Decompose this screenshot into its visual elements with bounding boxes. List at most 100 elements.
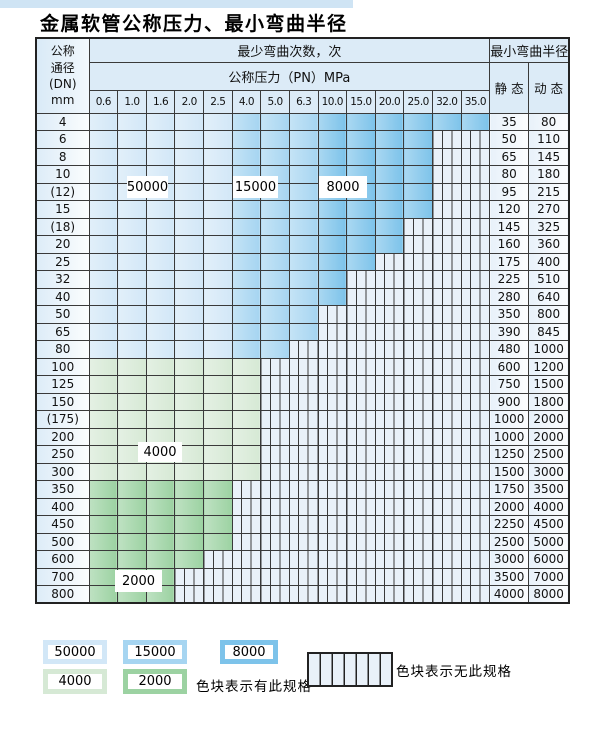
spec-cell xyxy=(260,147,290,166)
spec-cell xyxy=(203,112,233,131)
no-spec-cell xyxy=(460,497,491,516)
table-row: 300 1500 3000 xyxy=(35,462,570,481)
spec-cell xyxy=(145,130,176,149)
table-row: 20 160 360 xyxy=(35,235,570,254)
no-spec-cell xyxy=(260,375,290,394)
no-spec-cell xyxy=(460,427,491,446)
spec-cell xyxy=(174,130,204,149)
spec-cell xyxy=(88,270,119,289)
table-row: 500 2500 5000 xyxy=(35,532,570,551)
spec-cell xyxy=(203,235,233,254)
no-spec-cell xyxy=(432,305,462,324)
dn-value: 350 xyxy=(35,480,90,499)
dynamic-radius-value: 80 xyxy=(527,112,570,131)
spec-cell xyxy=(117,305,147,324)
static-radius-value: 1500 xyxy=(489,462,529,481)
no-spec-cell xyxy=(288,392,319,411)
static-radius-value: 750 xyxy=(489,375,529,394)
no-spec-cell xyxy=(432,270,462,289)
spec-cell xyxy=(145,217,176,236)
no-spec-cell xyxy=(432,550,462,569)
dynamic-radius-value: 800 xyxy=(527,305,570,324)
no-spec-cell xyxy=(403,532,433,551)
spec-cell xyxy=(174,462,204,481)
spec-cell xyxy=(88,410,119,429)
spec-cell xyxy=(203,532,233,551)
table-row: 40 280 640 xyxy=(35,287,570,306)
static-radius-value: 3000 xyxy=(489,550,529,569)
no-spec-cell xyxy=(288,340,319,359)
spec-cell xyxy=(174,112,204,131)
spec-cell xyxy=(403,200,433,219)
no-spec-cell xyxy=(231,532,262,551)
no-spec-cell xyxy=(403,305,433,324)
no-spec-cell xyxy=(403,252,433,271)
dynamic-radius-value: 1500 xyxy=(527,375,570,394)
static-radius-value: 145 xyxy=(489,217,529,236)
spec-cell xyxy=(88,515,119,534)
table-row: 4 35 80 xyxy=(35,112,570,131)
no-spec-cell xyxy=(346,515,376,534)
spec-cell xyxy=(88,427,119,446)
no-spec-cell xyxy=(403,550,433,569)
spec-cell xyxy=(88,550,119,569)
spec-cell xyxy=(117,322,147,341)
spec-cell xyxy=(88,112,119,131)
legend-swatch-label: 2000 xyxy=(128,674,182,689)
table-row: 600 3000 6000 xyxy=(35,550,570,569)
spec-cell xyxy=(117,515,147,534)
spec-cell xyxy=(374,112,405,131)
corner-cell-dn: 公称 通径 (DN) mm xyxy=(35,37,90,114)
no-spec-cell xyxy=(346,497,376,516)
no-spec-cell xyxy=(346,270,376,289)
no-spec-cell xyxy=(260,532,290,551)
table-row: (175) 1000 2000 xyxy=(35,410,570,429)
spec-cell xyxy=(203,445,233,464)
spec-cell xyxy=(260,322,290,341)
static-radius-value: 2250 xyxy=(489,515,529,534)
no-spec-cell xyxy=(403,270,433,289)
no-spec-cell xyxy=(432,392,462,411)
header-row-1: 公称 通径 (DN) mm 最少弯曲次数，次 最小弯曲半径 xyxy=(35,37,570,114)
dn-value: (12) xyxy=(35,182,90,201)
spec-cell xyxy=(88,497,119,516)
spec-cell xyxy=(174,427,204,446)
spec-cell xyxy=(260,270,290,289)
no-spec-cell xyxy=(231,497,262,516)
spec-cell xyxy=(145,305,176,324)
no-spec-cell xyxy=(260,585,290,604)
spec-cell xyxy=(174,410,204,429)
spec-cell xyxy=(288,322,319,341)
spec-cell xyxy=(203,515,233,534)
no-spec-cell xyxy=(317,357,348,376)
spec-cell xyxy=(317,235,348,254)
no-spec-cell xyxy=(203,567,233,586)
spec-cell xyxy=(288,112,319,131)
dynamic-radius-value: 215 xyxy=(527,182,570,201)
spec-cell xyxy=(117,375,147,394)
dn-value: 400 xyxy=(35,497,90,516)
dynamic-radius-value: 6000 xyxy=(527,550,570,569)
no-spec-cell xyxy=(288,515,319,534)
spec-cell xyxy=(174,515,204,534)
spec-cell xyxy=(88,165,119,184)
pressure-col-header: 2.0 xyxy=(174,89,204,114)
dn-value: 20 xyxy=(35,235,90,254)
static-radius-value: 80 xyxy=(489,165,529,184)
pressure-col-header: 25.0 xyxy=(403,89,433,114)
spec-cell xyxy=(231,252,262,271)
no-spec-cell xyxy=(374,462,405,481)
no-spec-cell xyxy=(231,480,262,499)
pressure-col-header: 4.0 xyxy=(231,89,262,114)
spec-cell xyxy=(260,287,290,306)
spec-cell xyxy=(346,217,376,236)
legend-swatch-label: 15000 xyxy=(128,645,182,660)
no-spec-cell xyxy=(374,550,405,569)
header-row-3: 0.6 1.0 1.6 2.0 2.5 4.0 5.0 6.3 10.0 15.0 20.0 25.0… xyxy=(36,89,569,114)
no-spec-cell xyxy=(346,340,376,359)
spec-cell xyxy=(117,357,147,376)
no-spec-cell xyxy=(260,357,290,376)
static-radius-value: 120 xyxy=(489,200,529,219)
legend-no-spec-text: 色块表示无此规格 xyxy=(396,664,512,680)
